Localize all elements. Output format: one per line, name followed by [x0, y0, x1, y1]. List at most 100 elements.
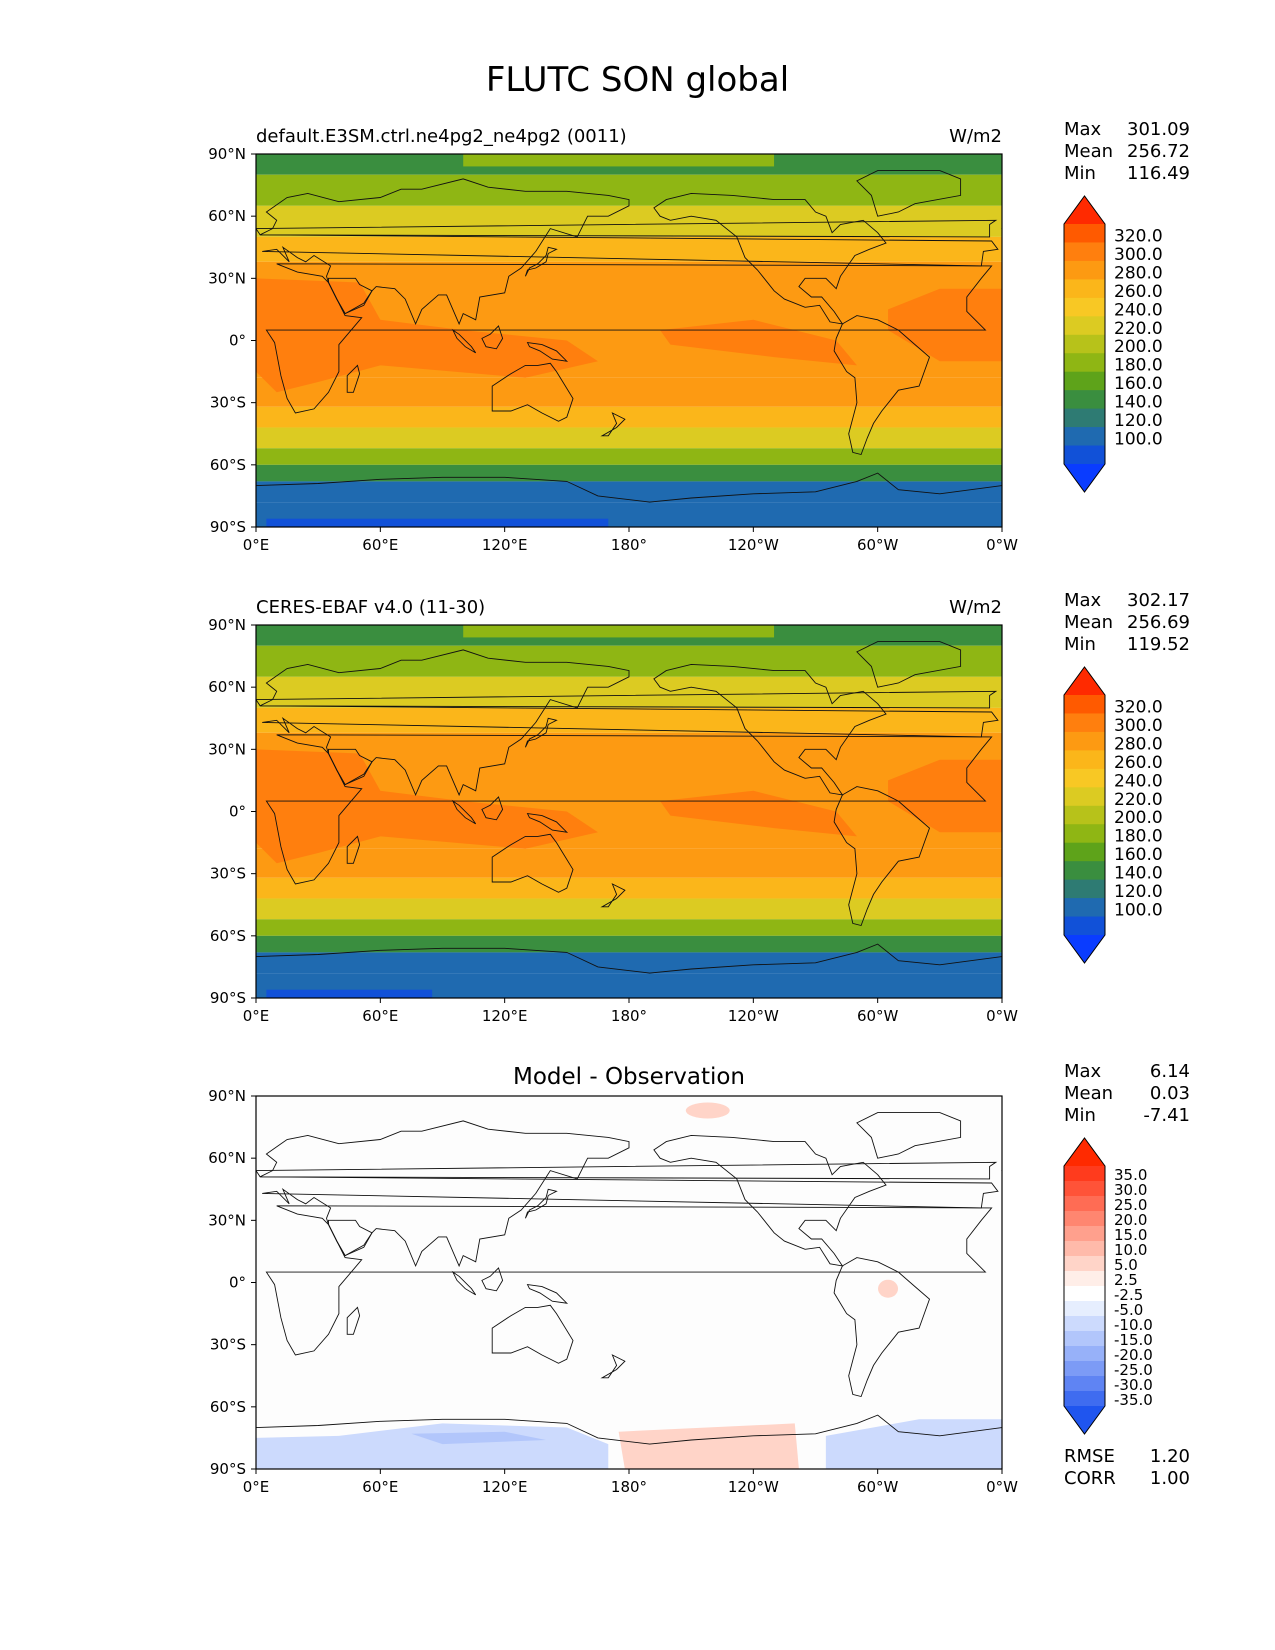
coastline [1001, 1427, 1002, 1469]
lat-tick-label: 0° [229, 332, 246, 350]
coastline [491, 362, 574, 422]
coastline [1271, 718, 1275, 747]
field-band [256, 898, 1002, 920]
stat-value: 6.14 [1150, 1061, 1190, 1082]
lon-tick-label: 120°W [728, 536, 779, 554]
stat-label: Min [1064, 634, 1096, 655]
coastline [259, 1120, 999, 1268]
lon-tick-label: 0°W [986, 1478, 1018, 1496]
stat-value: -7.41 [1143, 1105, 1190, 1126]
coastline [0, 1121, 252, 1266]
coastline [256, 219, 998, 238]
coastline [259, 178, 999, 326]
colorbar-label: -5.0 [1114, 1301, 1143, 1319]
colorbar-label: 220.0 [1114, 319, 1163, 339]
stat-label: Max [1064, 590, 1102, 611]
panel-title-center: Model - Observation [513, 1064, 745, 1090]
lat-tick-label: 60°N [208, 1149, 246, 1167]
positive-anomaly [618, 1423, 799, 1469]
panel-units: W/m2 [949, 126, 1002, 147]
stat-value: 119.52 [1127, 634, 1190, 655]
colorbar-segment [1064, 279, 1105, 299]
coastline [88, 316, 183, 455]
coastline [256, 943, 1002, 998]
colorbar-segment [1064, 731, 1105, 751]
field-band [256, 427, 1002, 449]
colorbar-segment [1064, 260, 1105, 280]
lat-tick-label: 90°N [208, 145, 246, 163]
arctic-region [463, 154, 775, 167]
colorbar-segment [1064, 408, 1105, 428]
colorbar-segment [1064, 1286, 1105, 1302]
lon-tick-label: 120°W [728, 1478, 779, 1496]
coastline [833, 1257, 931, 1398]
lat-tick-label: 0° [229, 803, 246, 821]
lat-tick-label: 30°S [210, 1336, 246, 1354]
coastline [1001, 485, 1002, 527]
colorbar-label: 15.0 [1114, 1226, 1147, 1244]
colorbar-segment [1064, 353, 1105, 373]
panel-model: 90°N 60°N 30°N 0° 30°S 60°S 90°S0°E 60°E 120°E 18… [0, 119, 1190, 554]
coastline [524, 717, 558, 748]
coastline [526, 813, 569, 833]
colorbar-segment [1064, 445, 1105, 465]
coastline [600, 883, 626, 908]
coastline [0, 193, 140, 324]
colorbar-label: 280.0 [1114, 263, 1163, 283]
coastline [833, 786, 931, 927]
colorbar-label: 140.0 [1114, 393, 1163, 413]
lon-tick-label: 60°E [362, 1007, 398, 1025]
colorbar-segment [1064, 242, 1105, 262]
colorbar-segment [1064, 768, 1105, 788]
coastline [88, 787, 183, 926]
colorbar-label: 35.0 [1114, 1166, 1147, 1184]
coastline [451, 328, 477, 354]
colorbar-segment [1064, 824, 1105, 844]
lon-tick-label: 120°W [728, 1007, 779, 1025]
colorbar-segment [1064, 334, 1105, 354]
lat-tick-label: 90°N [208, 616, 246, 634]
colorbar-segment [1064, 390, 1105, 410]
stat-label: Mean [1064, 1083, 1113, 1104]
coastline [346, 835, 361, 864]
lat-tick-label: 60°S [210, 1398, 246, 1416]
colorbar-segment [1064, 1196, 1105, 1212]
stat-label: Mean [1064, 612, 1113, 633]
negative-anomaly [825, 1419, 1002, 1469]
lat-tick-label: 90°S [210, 518, 246, 536]
colorbar-label: 100.0 [1114, 901, 1163, 921]
colorbar-extend-min [1064, 1406, 1105, 1434]
colorbar-label: 240.0 [1114, 771, 1163, 791]
colorbar-label: -2.5 [1114, 1286, 1143, 1304]
negative-anomaly-core [411, 1431, 547, 1445]
colorbar-label: -10.0 [1114, 1316, 1153, 1334]
figure-title: FLUTC SON global [485, 60, 790, 100]
coastline [1199, 1272, 1222, 1295]
field-band [256, 448, 1002, 465]
colorbar-segment [1064, 1316, 1105, 1332]
lon-tick-label: 180° [611, 1007, 647, 1025]
field-band [256, 952, 1002, 974]
field-band [256, 406, 1002, 428]
colorbar-segment [1064, 316, 1105, 336]
lon-tick-label: 0°E [243, 536, 270, 554]
coastline [256, 1414, 1002, 1469]
colorbar-outline [1063, 666, 1106, 964]
coastline [526, 1284, 569, 1304]
coastline [346, 364, 361, 393]
colorbar-label: -35.0 [1114, 1391, 1153, 1409]
colorbar-segment [1064, 1346, 1105, 1362]
colorbar-segment [1064, 787, 1105, 807]
colorbar-segment [1064, 879, 1105, 899]
coastline [256, 690, 998, 709]
coastline [856, 1112, 962, 1159]
colorbar-extend-max [1064, 667, 1105, 695]
coastline [451, 1270, 477, 1296]
panel-title-left: CERES-EBAF v4.0 (11-30) [256, 597, 485, 618]
stat-value: 1.20 [1150, 1446, 1190, 1467]
panel-diff: 90°N 60°N 30°N 0° 30°S 60°S 90°S0°E 60°E 120°E 18… [0, 1061, 1222, 1496]
coastline [524, 1188, 558, 1219]
field-band [256, 919, 1002, 936]
lat-tick-label: 30°S [210, 865, 246, 883]
coastline [526, 342, 569, 362]
